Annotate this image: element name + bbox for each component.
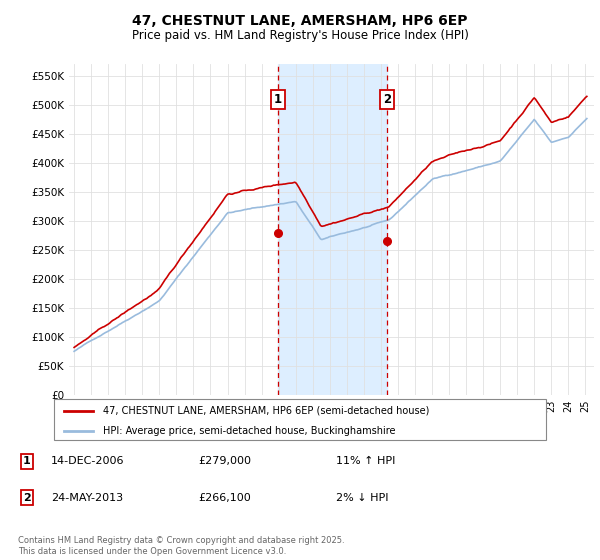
- Text: 1: 1: [23, 456, 31, 466]
- Text: £279,000: £279,000: [198, 456, 251, 466]
- Text: 1: 1: [274, 92, 282, 106]
- FancyBboxPatch shape: [54, 399, 546, 440]
- Text: £266,100: £266,100: [198, 493, 251, 503]
- Text: 14-DEC-2006: 14-DEC-2006: [51, 456, 125, 466]
- Text: Price paid vs. HM Land Registry's House Price Index (HPI): Price paid vs. HM Land Registry's House …: [131, 29, 469, 42]
- Text: 24-MAY-2013: 24-MAY-2013: [51, 493, 123, 503]
- Text: Contains HM Land Registry data © Crown copyright and database right 2025.
This d: Contains HM Land Registry data © Crown c…: [18, 536, 344, 556]
- Text: 11% ↑ HPI: 11% ↑ HPI: [336, 456, 395, 466]
- Text: 47, CHESTNUT LANE, AMERSHAM, HP6 6EP: 47, CHESTNUT LANE, AMERSHAM, HP6 6EP: [132, 14, 468, 28]
- Bar: [278, 64, 388, 395]
- Text: 2: 2: [23, 493, 31, 503]
- Text: 2: 2: [383, 92, 391, 106]
- Text: 47, CHESTNUT LANE, AMERSHAM, HP6 6EP (semi-detached house): 47, CHESTNUT LANE, AMERSHAM, HP6 6EP (se…: [103, 405, 430, 416]
- Text: 2% ↓ HPI: 2% ↓ HPI: [336, 493, 389, 503]
- Text: HPI: Average price, semi-detached house, Buckinghamshire: HPI: Average price, semi-detached house,…: [103, 426, 396, 436]
